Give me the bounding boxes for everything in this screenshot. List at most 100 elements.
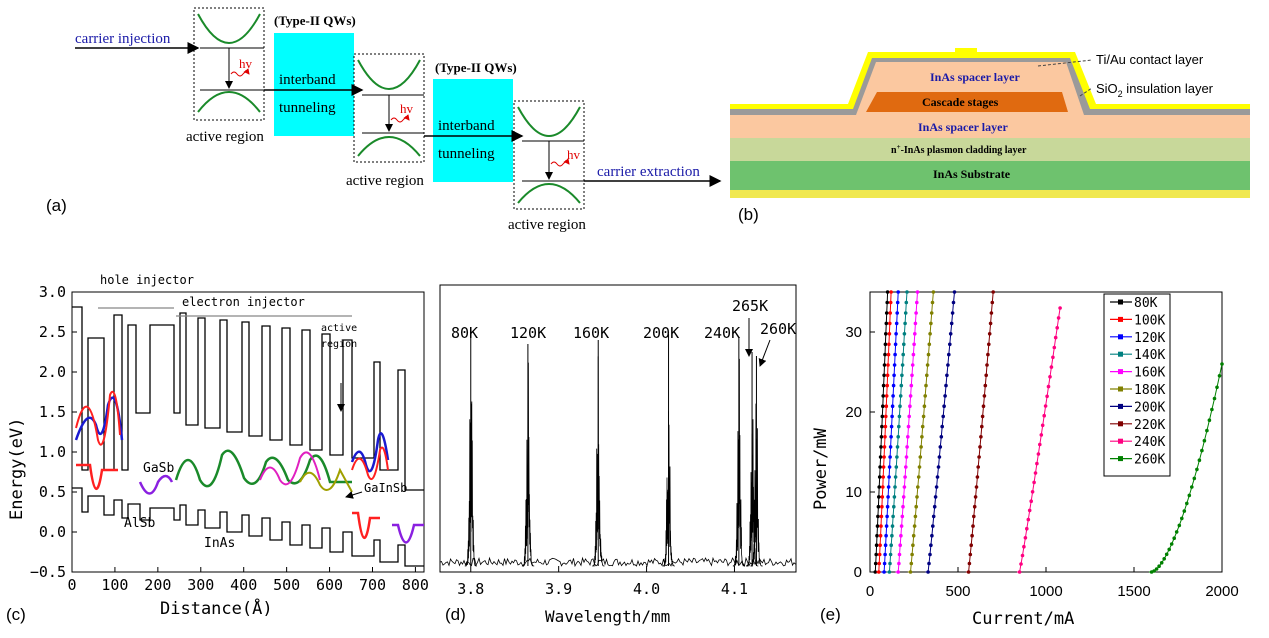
e-xtick-label: 0 xyxy=(866,583,874,600)
point-220K xyxy=(991,290,995,294)
carrier-extraction-label: carrier extraction xyxy=(597,164,700,180)
c-ytick-label: 0.5 xyxy=(39,483,66,501)
point-240K xyxy=(1019,562,1023,566)
point-80K xyxy=(878,455,883,459)
point-220K xyxy=(972,504,977,509)
point-180K xyxy=(929,311,934,315)
legend-label-160K: 160K xyxy=(1134,366,1165,381)
point-120K xyxy=(894,332,898,336)
point-240K xyxy=(1026,517,1031,522)
legend-label-80K: 80K xyxy=(1134,296,1158,311)
point-140K xyxy=(903,311,908,315)
point-80K xyxy=(874,552,878,557)
panel-label-a: (a) xyxy=(46,196,67,215)
point-140K xyxy=(891,514,895,519)
point-80K xyxy=(877,485,881,489)
point-140K xyxy=(900,373,904,378)
point-80K xyxy=(881,383,886,388)
point-80K xyxy=(884,321,889,326)
point-100K xyxy=(882,445,887,449)
e-ytick-label: 20 xyxy=(845,404,862,421)
point-220K xyxy=(974,485,979,489)
point-120K xyxy=(885,514,889,519)
c-xtick-label: 600 xyxy=(316,576,343,594)
point-180K xyxy=(912,524,917,528)
point-220K xyxy=(981,404,986,409)
c-xtick-label: 800 xyxy=(402,576,429,594)
point-240K xyxy=(1043,404,1048,408)
electron-injector-label: electron injector xyxy=(182,295,305,309)
conduction-profile xyxy=(72,306,424,491)
point-240K xyxy=(1055,326,1059,330)
point-120K xyxy=(893,352,897,357)
point-260K xyxy=(1217,374,1222,378)
spectrum-peaks xyxy=(464,334,763,568)
point-260K xyxy=(1210,407,1214,412)
point-80K xyxy=(884,332,888,336)
point-200K xyxy=(950,311,955,315)
d-ticks: 3.8 3.9 4.0 4.1 xyxy=(457,566,748,598)
point-220K xyxy=(978,445,982,449)
point-140K xyxy=(895,455,899,459)
point-220K xyxy=(969,543,973,547)
point-260K xyxy=(1190,485,1194,489)
point-160K xyxy=(913,332,917,336)
valence-band-1 xyxy=(197,91,261,113)
point-180K xyxy=(915,495,919,499)
point-100K xyxy=(882,455,886,459)
e-xtick-label: 2000 xyxy=(1205,583,1238,600)
active-label-2: region xyxy=(321,339,357,350)
point-180K xyxy=(916,475,921,479)
sio2-pointer xyxy=(1079,87,1093,97)
point-220K xyxy=(985,363,989,367)
point-80K xyxy=(885,300,889,305)
point-160K xyxy=(896,570,900,574)
point-140K xyxy=(900,363,905,367)
point-240K xyxy=(1023,536,1028,540)
point-120K xyxy=(893,342,898,347)
wf-red-right xyxy=(351,446,389,481)
point-120K xyxy=(891,394,895,398)
c-ytick-label: 1.0 xyxy=(39,443,66,461)
wf-magenta xyxy=(259,451,321,486)
e-ticks: 0 500 1000 1500 2000 0 10 20 30 xyxy=(845,324,1238,600)
point-180K xyxy=(924,383,928,388)
peak-label-240k: 240K xyxy=(704,324,740,342)
point-200K xyxy=(928,552,932,557)
legend-marker-160K xyxy=(1118,369,1123,375)
point-260K xyxy=(1202,438,1207,443)
peak-label-265k: 265K xyxy=(732,297,768,315)
point-260K xyxy=(1157,564,1161,568)
point-160K xyxy=(906,424,911,429)
point-260K xyxy=(1174,530,1179,534)
point-100K xyxy=(886,363,890,367)
active-region-label-1: active region xyxy=(186,129,264,145)
c-ytick-label: 0.0 xyxy=(39,523,66,541)
point-140K xyxy=(897,424,901,429)
point-180K xyxy=(914,504,918,509)
point-220K xyxy=(987,332,992,336)
point-240K xyxy=(1045,394,1049,399)
point-160K xyxy=(910,373,914,378)
e-xtick-label: 500 xyxy=(945,583,970,600)
point-80K xyxy=(882,373,886,378)
point-220K xyxy=(982,394,987,398)
point-100K xyxy=(883,435,887,439)
wf-purple-2 xyxy=(392,523,424,544)
point-100K xyxy=(879,524,883,528)
c-xtick-label: 0 xyxy=(67,576,76,594)
peak-label-260k: 260K xyxy=(760,320,796,338)
point-80K xyxy=(885,290,890,294)
point-120K xyxy=(890,414,894,419)
point-220K xyxy=(980,424,984,429)
point-220K xyxy=(988,321,993,326)
point-240K xyxy=(1017,570,1022,574)
point-240K xyxy=(1022,544,1026,549)
inas-label: InAs xyxy=(204,536,235,551)
point-80K xyxy=(877,475,882,479)
point-80K xyxy=(882,363,887,367)
point-160K xyxy=(911,352,916,357)
point-180K xyxy=(911,543,915,547)
point-140K xyxy=(899,383,904,388)
legend-marker-120K xyxy=(1118,334,1123,340)
